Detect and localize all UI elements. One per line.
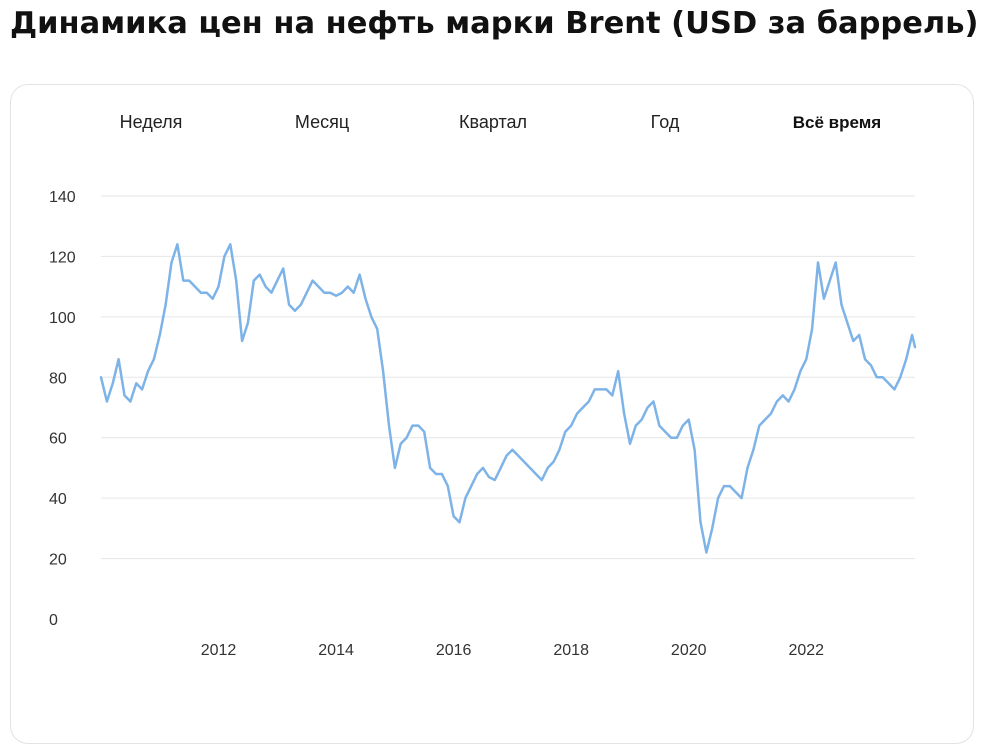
x-tick-label: 2014 bbox=[318, 642, 354, 659]
series-layer bbox=[99, 243, 917, 554]
x-tick-label: 2012 bbox=[201, 642, 237, 659]
series-line bbox=[99, 243, 917, 554]
page-title: Динамика цен на нефть марки Brent (USD з… bbox=[10, 6, 979, 41]
y-tick-label: 0 bbox=[49, 612, 58, 629]
x-axis-ticks: 2012 2014 2016 2018 2020 2022 bbox=[201, 642, 824, 659]
x-tick-label: 2020 bbox=[671, 642, 707, 659]
tab-year[interactable]: Год bbox=[650, 112, 680, 132]
y-tick-label: 40 bbox=[49, 491, 67, 508]
y-axis-ticks: 0 20 40 60 80 100 120 140 bbox=[49, 189, 76, 629]
x-tick-label: 2018 bbox=[553, 642, 589, 659]
x-tick-label: 2022 bbox=[788, 642, 824, 659]
tab-month[interactable]: Месяц bbox=[294, 112, 350, 132]
chart-card: Неделя Месяц Квартал Год Всё время 0 20 40… bbox=[10, 84, 974, 744]
y-tick-label: 120 bbox=[49, 249, 76, 266]
period-tabs: Неделя Месяц Квартал Год Всё время bbox=[11, 85, 975, 165]
x-tick-label: 2016 bbox=[436, 642, 472, 659]
y-tick-label: 100 bbox=[49, 310, 76, 327]
y-tick-label: 60 bbox=[49, 431, 67, 448]
y-tick-label: 80 bbox=[49, 370, 67, 387]
tab-quarter[interactable]: Квартал bbox=[458, 112, 528, 132]
grid-lines bbox=[101, 195, 915, 560]
tab-all-time[interactable]: Всё время bbox=[792, 113, 882, 132]
y-tick-label: 20 bbox=[49, 552, 67, 569]
y-tick-label: 140 bbox=[49, 189, 76, 206]
tab-week[interactable]: Неделя bbox=[119, 112, 183, 132]
